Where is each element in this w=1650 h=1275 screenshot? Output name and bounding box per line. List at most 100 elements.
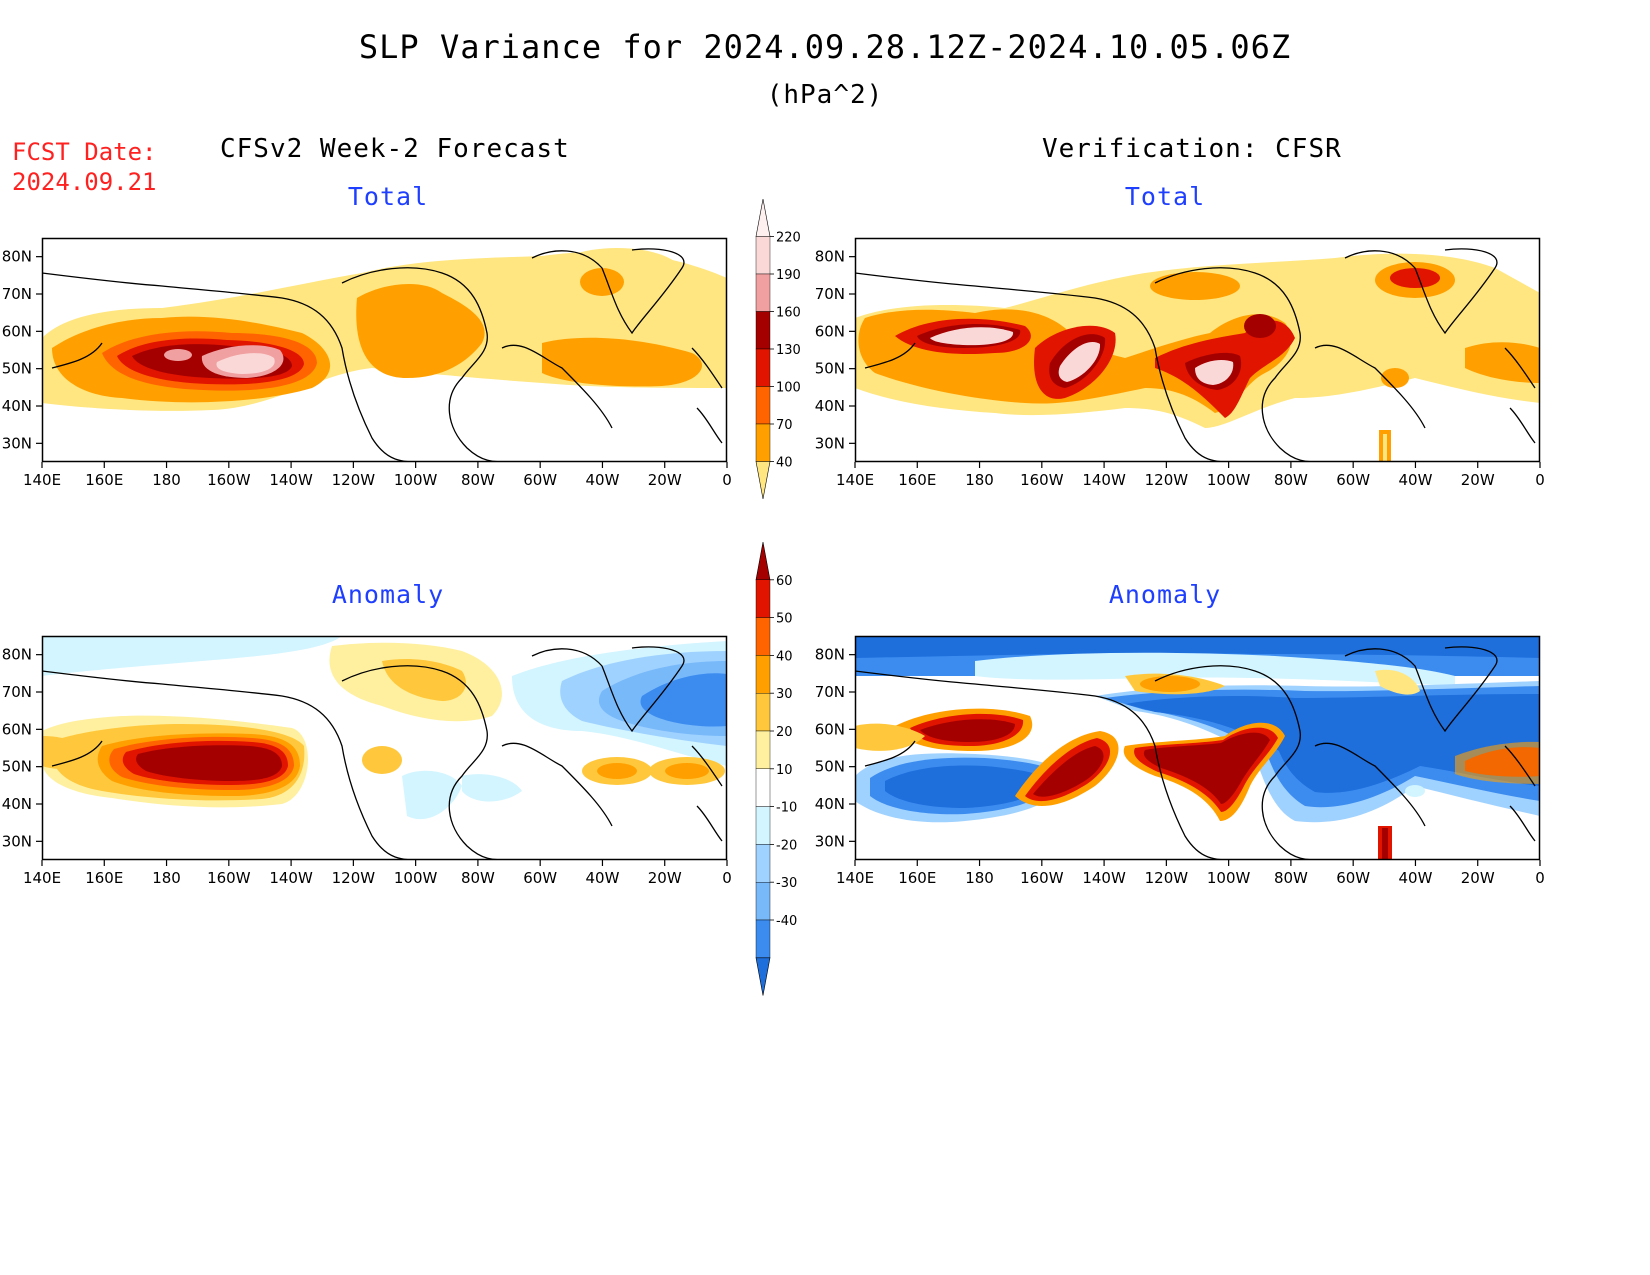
lon-tick-label: 180 (152, 869, 181, 887)
lat-tick-label: 40N (2, 795, 32, 813)
lon-tick-label: 100W (1207, 869, 1251, 887)
left-column-heading: CFSv2 Week-2 Forecast (220, 134, 570, 164)
lon-tick-label: 60W (1336, 869, 1370, 887)
lon-tick-label: 160W (1020, 471, 1064, 489)
colorbar-label: 60 (776, 574, 793, 589)
colorbar-label: 70 (776, 418, 793, 433)
lon-tick-label: 160W (207, 869, 251, 887)
units-label: (hPa^2) (766, 80, 884, 110)
colorbar-bin (755, 541, 771, 581)
colorbar-label: -30 (776, 876, 797, 891)
lon-tick-label: 40W (1398, 869, 1432, 887)
lon-tick-label: 80W (461, 869, 495, 887)
lon-tick-label: 160W (1020, 869, 1064, 887)
colorbar-label: 30 (776, 687, 793, 702)
colorbar-bin (755, 730, 771, 769)
anomaly-colorbar: 60 50 40 30 20 10 -10 -20 -30 -40 (755, 541, 797, 996)
lon-tick-label: 0 (1535, 869, 1545, 887)
forecast-anomaly-title: Anomaly (331, 580, 445, 609)
lat-tick-label: 50N (815, 758, 845, 776)
lat-tick-label: 40N (815, 795, 845, 813)
lat-tick-label: 60N (2, 322, 32, 340)
colorbar-label: 100 (776, 381, 801, 396)
lon-tick-label: 80W (1274, 869, 1308, 887)
lon-tick-label: 100W (394, 471, 438, 489)
lon-tick-label: 80W (461, 471, 495, 489)
verification-anomaly-title: Anomaly (1108, 580, 1222, 609)
colorbar-bin (755, 461, 771, 500)
lat-tick-label: 30N (2, 434, 32, 452)
lat-tick-label: 50N (2, 758, 32, 776)
colorbar-label: 40 (776, 456, 793, 471)
forecast-total-title: Total (347, 182, 429, 211)
colorbar-bin (755, 348, 771, 387)
right-column-heading: Verification: CFSR (1042, 134, 1342, 164)
lat-tick-label: 70N (2, 285, 32, 303)
lat-tick-label: 30N (815, 832, 845, 850)
lat-tick-label: 30N (2, 832, 32, 850)
forecast-anomaly-map: 80N 70N 60N 50N 40N 30N 140E 160E 180 160W 140W 120… (2, 635, 732, 887)
colorbar-bin (755, 273, 771, 312)
lon-tick-label: 120W (332, 869, 376, 887)
lon-tick-label: 100W (394, 869, 438, 887)
colorbar-bin (755, 311, 771, 350)
colorbar-bin (755, 236, 771, 275)
lon-tick-label: 80W (1274, 471, 1308, 489)
verification-anomaly-map: 80N 70N 60N 50N 40N 30N 140E 160E 180 160W 140W 120… (815, 635, 1545, 887)
forecast-date-value: 2024.09.21 (12, 168, 157, 196)
lon-tick-label: 160E (898, 869, 936, 887)
lat-tick-label: 70N (2, 683, 32, 701)
lon-tick-label: 140W (269, 869, 313, 887)
lon-tick-label: 140E (23, 471, 61, 489)
lat-tick-label: 80N (2, 248, 32, 266)
lon-tick-label: 140W (269, 471, 313, 489)
total-colorbar: 220 190 160 130 100 70 40 (755, 198, 801, 500)
colorbar-bin (755, 617, 771, 656)
lon-tick-label: 40W (585, 869, 619, 887)
lon-tick-label: 180 (965, 471, 994, 489)
colorbar-label: 130 (776, 343, 801, 358)
colorbar-label: 50 (776, 612, 793, 627)
verification-total-map: 80N 70N 60N 50N 40N 30N 140E 160E 180 160W 140W 120… (815, 237, 1545, 489)
lon-tick-label: 160E (898, 471, 936, 489)
colorbar-bin (755, 768, 771, 807)
verification-total-title: Total (1124, 182, 1206, 211)
lat-tick-label: 80N (815, 646, 845, 664)
forecast-date-label: FCST Date: (12, 138, 157, 166)
colorbar-bin (755, 844, 771, 883)
lon-tick-label: 100W (1207, 471, 1251, 489)
colorbar-label: 10 (776, 763, 793, 778)
lon-tick-label: 140E (836, 471, 874, 489)
lat-tick-label: 80N (815, 248, 845, 266)
lon-tick-label: 40W (1398, 471, 1432, 489)
lon-tick-label: 160W (207, 471, 251, 489)
lon-tick-label: 120W (1145, 869, 1189, 887)
colorbar-bin (755, 198, 771, 237)
lon-tick-label: 180 (965, 869, 994, 887)
colorbar-label: -40 (776, 914, 797, 929)
lon-tick-label: 160E (85, 471, 123, 489)
lon-tick-label: 20W (648, 471, 682, 489)
colorbar-bin (755, 957, 771, 996)
lon-tick-label: 120W (1145, 471, 1189, 489)
lat-tick-label: 30N (815, 434, 845, 452)
lat-tick-label: 40N (815, 397, 845, 415)
lon-tick-label: 180 (152, 471, 181, 489)
lon-tick-label: 20W (1461, 869, 1495, 887)
lon-tick-label: 20W (648, 869, 682, 887)
colorbar-label: 160 (776, 306, 801, 321)
lat-tick-label: 40N (2, 397, 32, 415)
colorbar-bin (755, 882, 771, 921)
colorbar-label: -20 (776, 838, 797, 853)
lon-tick-label: 40W (585, 471, 619, 489)
forecast-total-map: 80N 70N 60N 50N 40N 30N 140E 160E 180 160W 140W 120… (2, 237, 732, 489)
colorbar-bin (755, 386, 771, 425)
lon-tick-label: 140W (1082, 869, 1126, 887)
colorbar-bin (755, 579, 771, 618)
lon-tick-label: 60W (523, 869, 557, 887)
lat-tick-label: 60N (815, 720, 845, 738)
colorbar-label: 40 (776, 649, 793, 664)
lon-tick-label: 0 (722, 869, 732, 887)
colorbar-label: 220 (776, 231, 801, 246)
chart-title: SLP Variance for 2024.09.28.12Z-2024.10.… (358, 28, 1292, 66)
